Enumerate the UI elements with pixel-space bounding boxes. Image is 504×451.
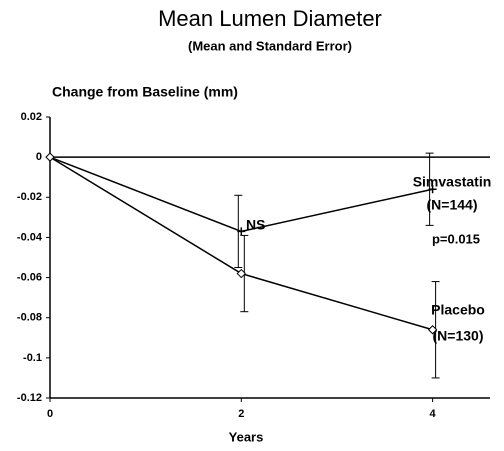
y-tick-label: 0.02 xyxy=(21,111,42,123)
y-tick-label: -0.04 xyxy=(17,231,43,243)
series-line xyxy=(49,156,433,233)
x-axis-label: Years xyxy=(229,429,264,444)
marker xyxy=(45,152,55,162)
marker xyxy=(236,268,247,279)
x-tick-label: 4 xyxy=(430,408,437,420)
chart-title: Mean Lumen Diameter xyxy=(158,6,382,31)
marker xyxy=(428,185,437,194)
series-note: (N=144) xyxy=(427,197,478,213)
y-tick-label: -0.12 xyxy=(17,392,42,404)
annotation: p=0.015 xyxy=(432,231,480,246)
series-line xyxy=(49,156,433,331)
marker xyxy=(427,325,438,335)
x-tick-label: 2 xyxy=(238,408,244,420)
y-tick-label: 0 xyxy=(36,151,42,163)
y-tick-label: -0.08 xyxy=(17,312,42,324)
y-tick-label: -0.06 xyxy=(17,271,42,283)
y-tick-label: -0.02 xyxy=(17,191,42,203)
x-tick-label: 0 xyxy=(47,408,53,420)
series-label: Simvastatin xyxy=(413,174,492,190)
chart-subtitle: (Mean and Standard Error) xyxy=(188,38,352,53)
series-note: (N=130) xyxy=(433,328,484,344)
y-axis-label: Change from Baseline (mm) xyxy=(52,84,238,100)
series-label: Placebo xyxy=(431,302,485,318)
y-tick-label: -0.1 xyxy=(23,352,42,364)
marker xyxy=(237,227,246,236)
